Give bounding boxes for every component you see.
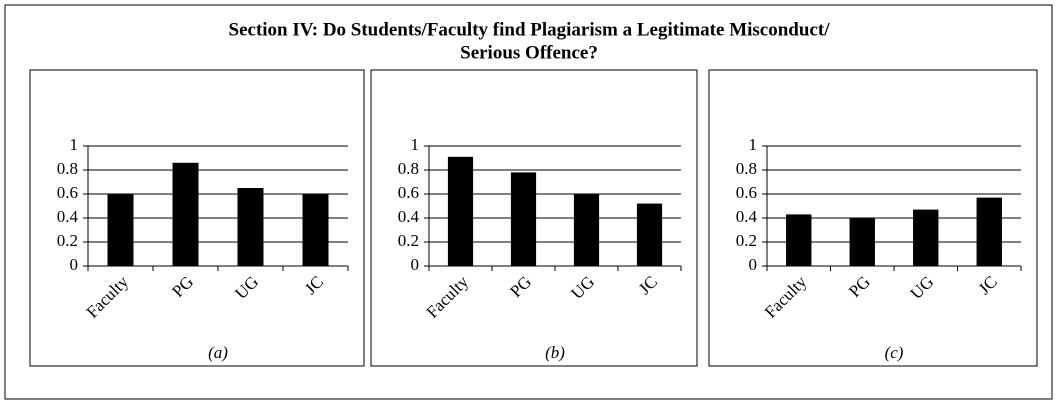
y-tick-label: 0.2 [57, 231, 78, 250]
y-tick-label: 0.8 [398, 159, 419, 178]
y-tick-label: 0 [749, 255, 758, 274]
y-tick-label: 0 [411, 255, 420, 274]
figure-title-line: Section IV: Do Students/Faculty find Pla… [229, 19, 831, 40]
panel-label: (a) [208, 343, 228, 362]
x-tick-label: PG [845, 272, 874, 301]
y-tick-label: 0.6 [398, 183, 419, 202]
x-tick-label: UG [907, 272, 938, 303]
x-tick-label: Faculty [83, 272, 133, 322]
bar [976, 197, 1002, 266]
y-tick-label: 0.8 [57, 159, 78, 178]
bar [447, 156, 474, 266]
figure-title-line: Serious Offence? [460, 42, 598, 63]
panel-frame [370, 69, 698, 367]
bar [172, 162, 199, 266]
x-tick-label: UG [231, 272, 262, 303]
y-tick-label: 0.6 [57, 183, 78, 202]
panel-label: (b) [545, 343, 565, 362]
panel-frame [29, 69, 365, 367]
bar [302, 194, 329, 266]
x-tick-label: PG [168, 272, 197, 301]
bar [849, 218, 875, 266]
y-tick-label: 0.2 [736, 231, 757, 250]
y-tick-label: 1 [70, 135, 79, 154]
x-tick-label: UG [567, 272, 598, 303]
y-tick-label: 0.8 [736, 159, 757, 178]
y-tick-label: 0.4 [398, 207, 420, 226]
bar [786, 214, 812, 266]
y-tick-label: 1 [749, 135, 758, 154]
y-tick-label: 0.4 [736, 207, 758, 226]
bar [913, 209, 939, 266]
bar [573, 194, 600, 266]
x-tick-label: PG [506, 272, 535, 301]
bar [107, 194, 134, 266]
bar [510, 172, 537, 266]
y-tick-label: 0.6 [736, 183, 757, 202]
x-tick-label: JC [301, 272, 327, 298]
outer-frame [4, 4, 1053, 400]
y-tick-label: 0.4 [57, 207, 79, 226]
x-tick-label: Faculty [423, 272, 473, 322]
panel-frame [708, 69, 1038, 367]
y-tick-label: 1 [411, 135, 420, 154]
x-tick-label: JC [975, 272, 1001, 298]
y-tick-label: 0.2 [398, 231, 419, 250]
y-tick-label: 0 [70, 255, 79, 274]
bar [636, 203, 663, 266]
panel-label: (c) [885, 343, 904, 362]
x-tick-label: JC [635, 272, 661, 298]
bar [237, 188, 264, 266]
x-tick-label: Faculty [761, 272, 811, 322]
